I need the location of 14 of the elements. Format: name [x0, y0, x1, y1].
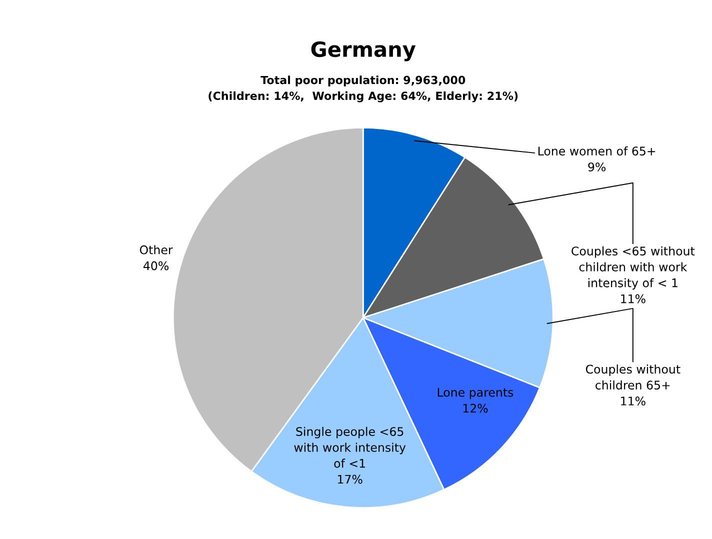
slice-label: Other — [140, 245, 173, 254]
slice-label: Couples without children 65+ — [586, 364, 680, 390]
slice-label: Couples <65 without children with work intensity of < 1 — [572, 246, 695, 290]
data-label: 11% — [621, 294, 646, 304]
data-label: 12% — [463, 404, 488, 413]
slice-label: Lone parents — [438, 388, 514, 400]
data-label: 11% — [621, 396, 646, 406]
chart-subtitle: Total poor population: 9,963,000 (Children: 14%, Working Age: 64%, Elderly: 21%) — [208, 76, 518, 102]
data-label: 40% — [143, 261, 168, 270]
chart-title: Germany — [311, 41, 416, 62]
slice-label: Lone women of 65+ — [538, 146, 656, 156]
data-label: 17% — [338, 474, 362, 484]
slice-label: Single people <65 with work intensity of <1 — [294, 426, 406, 468]
data-label: 9% — [588, 162, 606, 172]
